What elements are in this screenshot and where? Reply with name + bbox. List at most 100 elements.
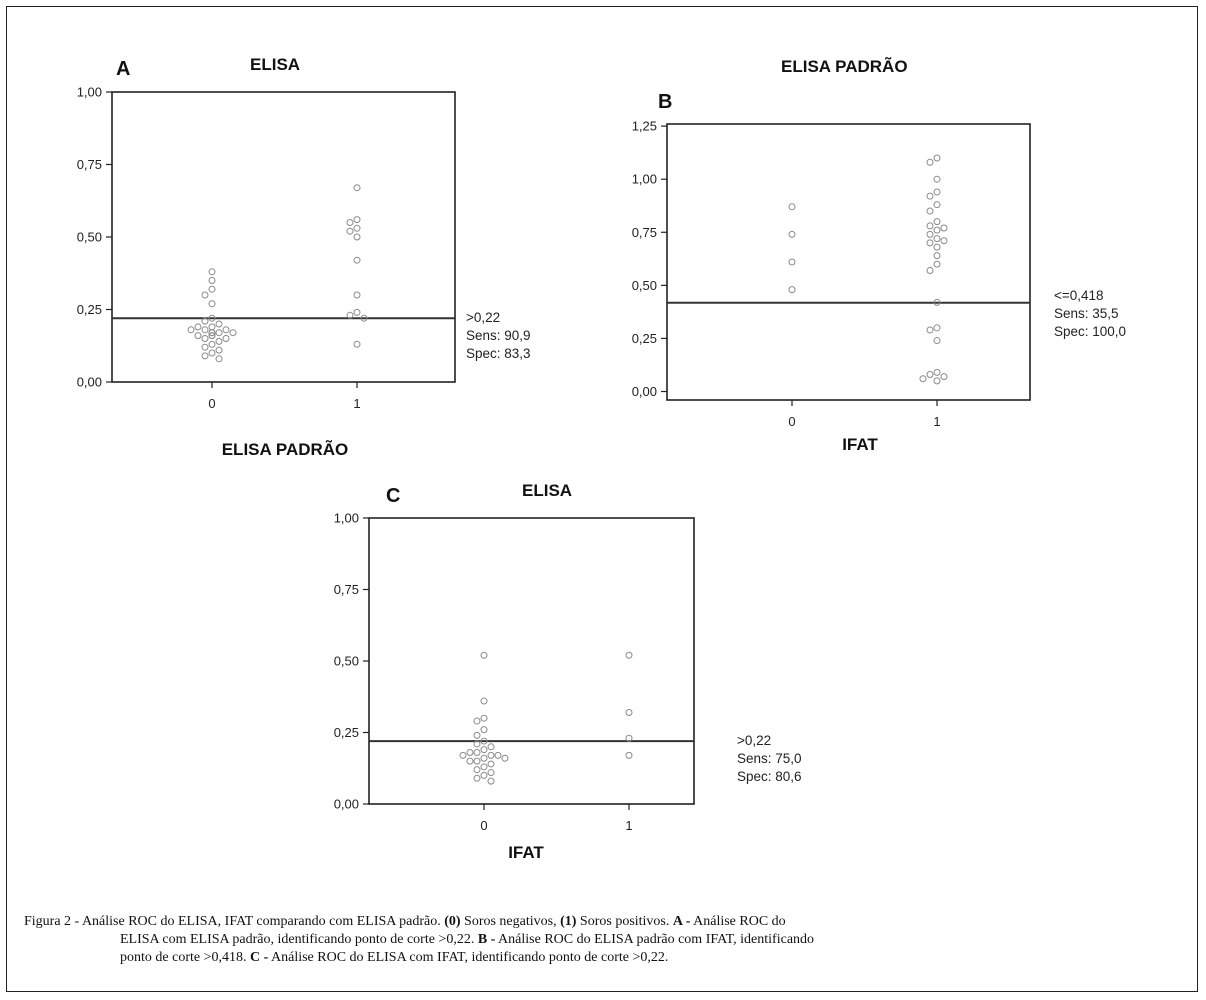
data-point [201,317,209,325]
data-point [480,651,488,659]
data-point [187,326,195,334]
cutoff-annotation: Spec: 83,3 [466,346,531,361]
data-point [926,230,934,238]
chart-panel-a: A ELISA 0,00 0,25 0,50 0,75 1,00 0 1 ELISA PADRÃO… [77,55,531,459]
data-point [625,651,633,659]
data-point [933,175,941,183]
data-point [208,332,216,340]
caption-line-3: ponto de corte >0,418. C - Análise ROC d… [24,949,1190,967]
cutoff-annotation: Sens: 90,9 [466,328,531,343]
caption-bold: B - [477,932,496,947]
data-point [201,335,209,342]
y-tick-label: 0,25 [632,331,657,346]
caption-line-1: Figura 2 - Análise ROC do ELISA, IFAT co… [24,913,1190,931]
panel-letter: B [658,91,672,113]
y-tick-label: 0,50 [77,230,102,245]
caption-text: ELISA com ELISA padrão, identificando po… [120,932,478,947]
panel-letter: A [116,58,130,80]
data-point [215,346,223,354]
y-tick-label: 1,00 [632,172,657,187]
data-point [625,734,633,742]
caption-bold: A - [672,914,691,929]
y-tick-label: 0,00 [334,797,359,812]
data-point [933,188,941,196]
data-point [473,731,481,739]
chart-title: ELISA PADRÃO [781,56,908,76]
data-point [215,337,223,345]
data-point [346,227,354,235]
chart-panel-b: B ELISA PADRÃO 0,00 0,25 0,50 0,75 1,00 1,25 0 1 I… [632,56,1126,454]
data-point [933,260,941,268]
data-point [208,349,216,357]
data-point [933,337,941,345]
data-point [459,751,467,759]
y-tick-label: 0,75 [334,582,359,597]
data-point [494,751,502,759]
data-point [353,340,361,348]
data-point [353,216,361,224]
y-tick-label: 0,25 [77,302,102,317]
y-tick-label: 0,50 [632,278,657,293]
data-point [208,314,216,322]
data-point [222,335,230,342]
data-point [480,714,488,722]
plot-frame [368,517,695,805]
data-point [208,323,216,331]
data-point [788,230,796,238]
data-point [215,320,223,328]
caption-text: Figura 2 - Análise ROC do ELISA, IFAT co… [24,914,445,929]
data-point [480,697,488,705]
data-point [208,300,216,308]
plot-frame [666,123,1031,401]
data-point [480,763,488,771]
data-point [926,371,934,379]
y-tick-label: 0,00 [77,375,102,390]
x-tick-label: 1 [353,396,360,411]
data-point [926,158,934,166]
data-point [353,256,361,264]
data-point [194,323,202,331]
data-point [353,233,361,241]
data-point [487,751,495,759]
data-point [926,222,934,230]
data-point [940,224,948,232]
data-point [788,258,796,266]
caption-line-2: ELISA com ELISA padrão, identificando po… [24,931,1190,949]
y-tick-label: 1,00 [334,511,359,526]
y-tick-label: 1,25 [632,119,657,134]
x-tick-label: 0 [208,396,215,411]
cutoff-annotation: >0,22 [737,733,771,748]
data-point [208,285,216,293]
caption-bold: (1) [560,914,577,929]
data-point [360,314,368,322]
data-point [229,329,237,337]
data-point [353,224,361,232]
data-point [487,760,495,768]
data-point [480,746,488,754]
data-point [208,340,216,348]
data-point [473,774,481,782]
data-point [473,766,481,774]
data-point [473,749,481,757]
y-tick-label: 1,00 [77,85,102,100]
data-point [788,203,796,211]
data-point [933,226,941,234]
y-tick-label: 0,50 [334,654,359,669]
data-point [933,368,941,376]
caption-text: Análise ROC do ELISA padrão com IFAT, id… [495,932,815,947]
x-axis-title: IFAT [842,435,878,454]
caption-text: ponto de corte >0,418. [120,950,250,965]
data-point [501,754,509,762]
data-point [480,754,488,762]
data-point [473,740,481,748]
data-point [933,252,941,260]
data-point [215,329,223,337]
data-point [201,291,209,299]
data-point [940,237,948,245]
data-point [208,329,216,337]
data-point [933,154,941,162]
data-point [201,326,209,334]
figure-frame [6,6,1198,992]
x-axis-title: ELISA PADRÃO [222,439,349,459]
y-tick-label: 0,75 [632,225,657,240]
